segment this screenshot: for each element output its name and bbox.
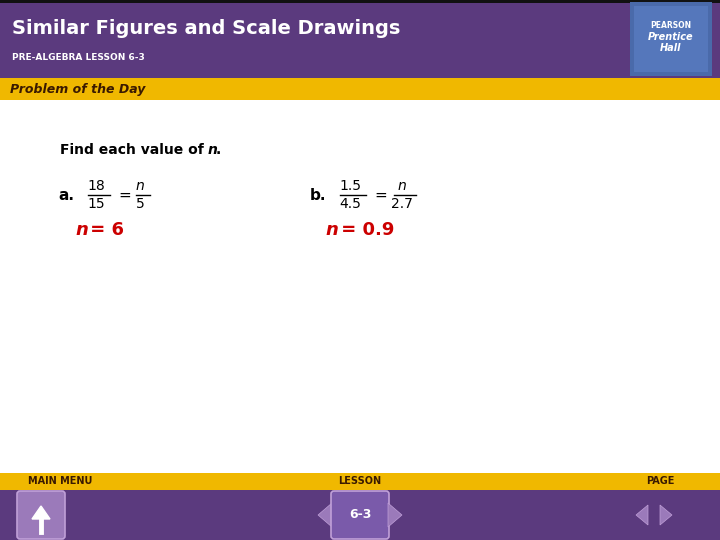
Text: PEARSON: PEARSON [650, 21, 692, 30]
Text: =: = [374, 187, 387, 202]
Text: MAIN MENU: MAIN MENU [28, 476, 92, 487]
Polygon shape [318, 503, 332, 527]
Text: n: n [397, 179, 406, 193]
Text: 18: 18 [87, 179, 105, 193]
Polygon shape [388, 503, 402, 527]
Text: 6-3: 6-3 [348, 509, 372, 522]
Polygon shape [660, 505, 672, 525]
Text: Problem of the Day: Problem of the Day [10, 83, 145, 96]
FancyBboxPatch shape [331, 491, 389, 539]
FancyBboxPatch shape [17, 491, 65, 539]
Text: n: n [75, 221, 88, 239]
Text: Hall: Hall [660, 43, 682, 53]
Bar [0, 78, 720, 100]
Text: 4.5: 4.5 [339, 197, 361, 211]
Bar [0, 473, 720, 490]
Bar [0, 100, 720, 473]
Bar [0, 0, 720, 3]
Polygon shape [636, 505, 648, 525]
Text: n: n [135, 179, 145, 193]
Text: = 0.9: = 0.9 [335, 221, 395, 239]
Text: LESSON: LESSON [338, 476, 382, 487]
Text: 15: 15 [87, 197, 105, 211]
Text: a.: a. [58, 187, 74, 202]
Text: PAGE: PAGE [646, 476, 674, 487]
Bar [0, 490, 720, 540]
Text: =: = [118, 187, 131, 202]
Text: 2.7: 2.7 [391, 197, 413, 211]
Text: Find each value of: Find each value of [60, 143, 209, 157]
Text: n: n [325, 221, 338, 239]
Text: = 6: = 6 [84, 221, 124, 239]
Bar [630, 2, 712, 76]
Text: 5: 5 [135, 197, 145, 211]
Text: 1.5: 1.5 [339, 179, 361, 193]
Bar [634, 6, 708, 72]
Text: PRE-ALGEBRA LESSON 6-3: PRE-ALGEBRA LESSON 6-3 [12, 53, 145, 63]
Text: .: . [216, 143, 221, 157]
Text: Similar Figures and Scale Drawings: Similar Figures and Scale Drawings [12, 18, 400, 37]
Text: n: n [208, 143, 218, 157]
Text: Prentice: Prentice [648, 32, 694, 42]
Bar [0, 0, 720, 78]
Polygon shape [32, 506, 50, 519]
Text: b.: b. [310, 187, 326, 202]
